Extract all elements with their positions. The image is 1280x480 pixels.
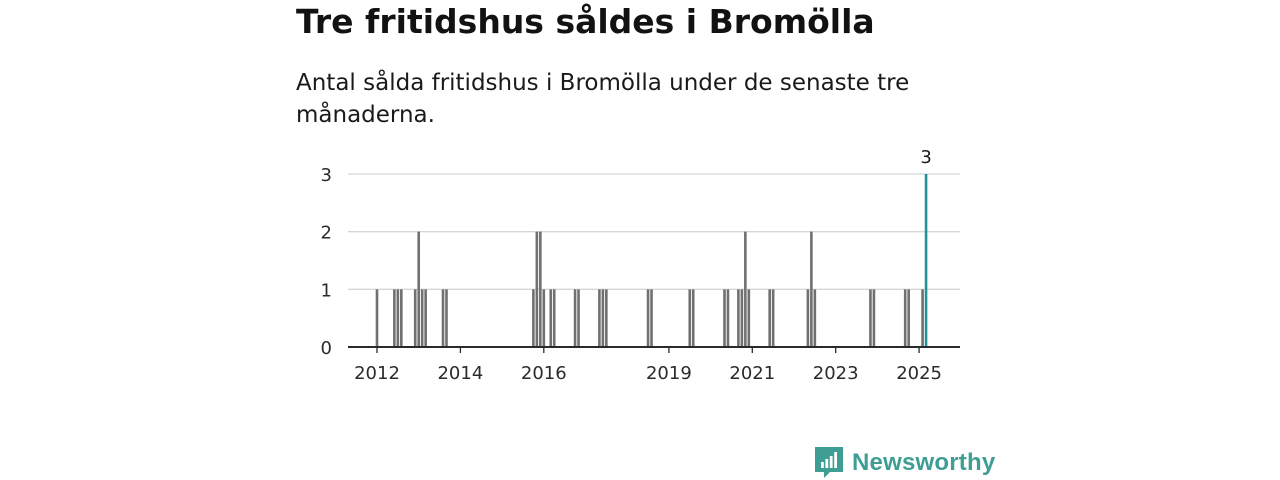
bar [907,289,910,347]
bar [723,289,726,347]
bar [771,289,775,347]
bar [420,289,424,347]
bar [598,289,601,347]
x-tick-label: 2021 [729,363,775,384]
bars [375,174,928,347]
brand-name: Newsworthy [852,449,996,476]
bar [396,289,400,347]
bar [532,289,535,347]
bar [445,289,448,347]
bar [688,289,692,347]
bar [535,231,539,347]
bar [921,289,924,347]
bar [393,289,396,347]
bar [577,289,580,347]
bar [903,289,907,347]
y-tick-label: 3 [321,165,332,186]
x-tick-label: 2016 [521,363,567,384]
y-tick-label: 2 [321,223,332,244]
x-tick-label: 2014 [437,363,483,384]
bar [424,289,427,347]
bar [806,289,810,347]
grid-lines [348,173,960,290]
bar [650,289,653,347]
newsworthy-logo-icon [815,447,843,478]
bar [744,231,747,347]
bar [691,289,695,347]
bar [417,231,420,347]
bar [810,231,813,347]
bar [813,289,817,347]
bar [646,289,650,347]
bar [601,289,605,347]
brand-logo: Newsworthy [815,446,995,480]
y-tick-label: 1 [321,280,332,301]
chart-title: Tre fritidshus såldes i Bromölla [296,2,875,41]
bar [740,289,744,347]
x-tick-label: 2012 [354,363,400,384]
bar [413,289,417,347]
bar-chart: 0 1 2 3 3 2012 2014 2016 2019 2021 2023 2025 [321,147,960,384]
x-tick-label: 2019 [646,363,692,384]
axes [348,346,960,353]
chart-subtitle: Antal sålda fritidshus i Bromölla under … [296,70,910,128]
y-tick-label: 0 [321,338,332,359]
bar [605,289,608,347]
tick-labels: 0 1 2 3 3 2012 2014 2016 2019 2021 2023 2025 [321,147,942,384]
bar-value-label: 3 [920,147,931,168]
x-tick-label: 2023 [813,363,859,384]
bar [549,289,553,347]
bar [872,289,876,347]
bar [375,289,379,347]
bar [441,289,445,347]
bar [539,231,542,347]
bar-highlighted [924,174,928,347]
bar [869,289,872,347]
bar [768,289,771,347]
bar [573,289,577,347]
bar [542,289,546,347]
bar [747,289,751,347]
bar [552,289,556,347]
x-tick-label: 2025 [896,363,942,384]
bar [400,289,403,347]
bar [737,289,740,347]
bar [726,289,730,347]
